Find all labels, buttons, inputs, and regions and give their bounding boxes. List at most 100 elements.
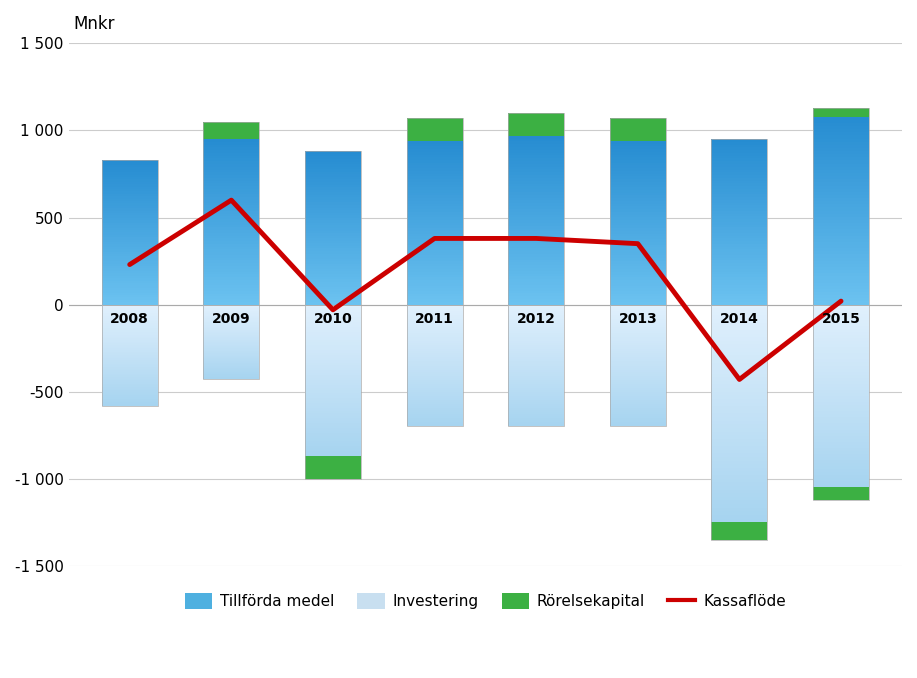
Bar (610, 195, 666, 198)
Bar (610, 402, 666, 404)
Bar (813, 359, 869, 363)
Bar (204, 268, 260, 271)
Bar (204, 260, 260, 263)
Bar (712, 399, 768, 403)
Bar (712, 255, 768, 258)
Bar (406, 337, 462, 339)
Bar (813, 108, 869, 117)
Bar (813, 451, 869, 454)
Bar (406, 218, 462, 220)
Bar (610, 424, 666, 426)
Bar (406, 304, 462, 426)
Text: 2009: 2009 (212, 312, 250, 325)
Bar (712, 159, 768, 161)
Bar (204, 378, 260, 380)
Bar (813, 138, 869, 142)
Bar (305, 207, 361, 210)
Bar (813, 454, 869, 457)
Bar (712, 285, 768, 288)
Bar (406, 190, 462, 193)
Bar (305, 290, 361, 292)
Bar (406, 245, 462, 247)
Bar (610, 239, 666, 242)
Bar (204, 172, 260, 175)
Bar (508, 138, 564, 141)
Bar (406, 321, 462, 323)
Bar (204, 271, 260, 275)
Bar (102, 271, 158, 273)
Bar (712, 471, 768, 475)
Bar (305, 443, 361, 446)
Bar (102, 268, 158, 271)
Bar (508, 274, 564, 277)
Bar (712, 500, 768, 504)
Bar (305, 423, 361, 426)
Bar (813, 481, 869, 484)
Bar (508, 412, 564, 414)
Bar (204, 319, 260, 321)
Bar (406, 414, 462, 416)
Bar (406, 390, 462, 392)
Bar (204, 317, 260, 319)
Bar (610, 372, 666, 374)
Bar (204, 275, 260, 277)
Bar (712, 302, 768, 304)
Bar (508, 201, 564, 203)
Bar (102, 384, 158, 385)
Bar (712, 288, 768, 291)
Bar (102, 377, 158, 378)
Bar (102, 310, 158, 311)
Bar (305, 340, 361, 342)
Bar (813, 412, 869, 414)
Bar (406, 256, 462, 258)
Bar (610, 209, 666, 212)
Bar (406, 182, 462, 184)
Bar (204, 159, 260, 161)
Bar (204, 188, 260, 192)
Bar (102, 380, 158, 382)
Bar (406, 195, 462, 198)
Bar (204, 244, 260, 247)
Bar (508, 304, 564, 426)
Bar (610, 349, 666, 351)
Bar (813, 414, 869, 418)
Bar (712, 464, 768, 468)
Bar (712, 280, 768, 283)
Bar (712, 352, 768, 355)
Bar (712, 355, 768, 359)
Text: 2013: 2013 (618, 312, 657, 325)
Bar (508, 113, 564, 304)
Bar (305, 418, 361, 421)
Bar (508, 414, 564, 416)
Bar (305, 342, 361, 345)
Bar (305, 190, 361, 193)
Bar (406, 380, 462, 382)
Bar (204, 180, 260, 183)
Bar (406, 323, 462, 325)
Bar (406, 247, 462, 250)
Bar (610, 157, 666, 160)
Bar (102, 194, 158, 196)
Bar (305, 218, 361, 220)
Bar (508, 287, 564, 291)
Bar (508, 400, 564, 402)
Bar (406, 118, 462, 141)
Bar (305, 304, 361, 479)
Bar (610, 258, 666, 261)
Bar (102, 359, 158, 360)
Bar (508, 167, 564, 170)
Bar (813, 226, 869, 229)
Bar (406, 214, 462, 218)
Bar (813, 326, 869, 329)
Bar (305, 353, 361, 355)
Bar (204, 178, 260, 180)
Bar (305, 335, 361, 338)
Bar (610, 412, 666, 414)
Bar (508, 424, 564, 426)
Bar (712, 294, 768, 296)
Bar (712, 384, 768, 388)
Bar (610, 392, 666, 394)
Bar (305, 433, 361, 436)
Bar (610, 355, 666, 357)
Bar (305, 279, 361, 281)
